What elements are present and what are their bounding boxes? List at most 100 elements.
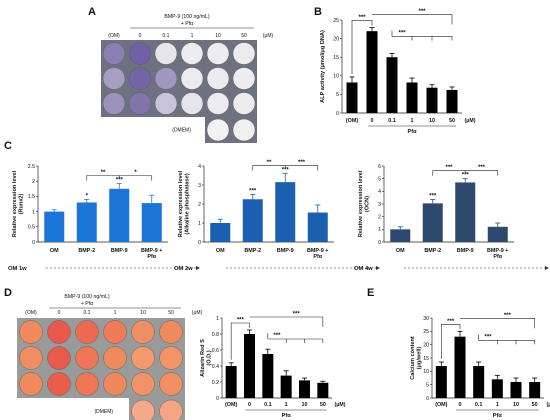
plate-well	[103, 372, 127, 396]
plate-well	[154, 92, 178, 115]
x-tick-label: BMP-9 + Pfα	[487, 248, 508, 260]
plate-well	[159, 346, 183, 370]
bar	[473, 366, 485, 398]
panel-letter-a: A	[88, 6, 96, 18]
y-tick-label: 0	[198, 240, 201, 246]
plate-well	[19, 372, 43, 396]
y-tick-label: 20	[423, 342, 429, 348]
plate-dmem-well	[159, 399, 183, 420]
sig-bracket	[249, 316, 324, 327]
x-tick-label: BMP-9 + Pfα	[307, 248, 328, 260]
sig-label: ***	[298, 160, 306, 166]
bar-mark: ***	[429, 194, 437, 200]
plate-well	[75, 320, 99, 344]
plate-col-label: 1	[191, 33, 194, 39]
y-tick-label: 1	[198, 221, 201, 227]
bar	[510, 382, 522, 398]
sig-bracket	[478, 334, 535, 345]
bar	[426, 87, 438, 113]
x-unit-label: (μM)	[465, 118, 476, 124]
plate-well	[180, 92, 204, 115]
panel-letter-d: D	[4, 287, 12, 299]
plate-well	[131, 346, 155, 370]
x-tick-label: OM	[396, 248, 405, 254]
x-tick-label: BMP-9	[111, 248, 128, 254]
x-axis-label: Pfα	[493, 413, 503, 419]
plate-well	[206, 92, 230, 115]
y-tick-label: 0	[336, 111, 339, 117]
y-tick-label: 25	[333, 18, 339, 24]
x-tick-label: BMP-2	[78, 248, 95, 254]
y-tick-label: 2	[32, 179, 35, 185]
bar	[390, 229, 411, 242]
bar	[299, 380, 310, 398]
bar	[307, 212, 328, 242]
x-tick-label: 0.1	[264, 402, 272, 408]
plate-unit-label: (μM)	[263, 33, 274, 39]
sig-label: ***	[484, 334, 492, 340]
bar	[44, 211, 65, 242]
y-tick-label: 0.6	[212, 348, 219, 354]
bar	[317, 382, 329, 398]
x-tick-label: (OM)	[435, 402, 447, 408]
bar	[406, 82, 418, 113]
bar	[76, 202, 97, 242]
y-tick-label: 1	[32, 209, 35, 215]
x-tick-label: BMP-9 + Pfα	[141, 248, 162, 260]
plate-dmem-well	[206, 118, 230, 142]
plate-header-d: BMP-9 (100 ng/mL)	[64, 294, 110, 300]
plate-well	[128, 67, 152, 90]
y-axis-label: Relative expression level(Runx2)	[12, 170, 24, 237]
time-label: OM 4w	[354, 266, 373, 272]
x-tick-label: 50	[449, 118, 455, 124]
plate-well	[102, 42, 126, 65]
plate-well	[128, 42, 152, 65]
sig-label: ***	[445, 165, 453, 171]
y-axis-label: ALP activity (μmol/μg DNA)	[320, 30, 326, 103]
y-tick-label: 3	[378, 202, 381, 208]
bar	[141, 203, 162, 242]
timeline-arrowhead	[196, 266, 200, 270]
plate-well	[75, 372, 99, 396]
x-axis-label: Pfα	[407, 129, 417, 135]
bar	[262, 354, 274, 398]
plate-header-a: BMP-9 (100 ng/mL)	[164, 14, 210, 20]
plate-well	[232, 67, 256, 90]
y-tick-label: 15	[423, 356, 429, 362]
x-tick-label: 1	[411, 118, 414, 124]
sig-bracket	[252, 165, 286, 171]
y-tick-label: 6	[378, 164, 381, 170]
panel-letter-b: B	[314, 6, 322, 18]
panel-letter-e: E	[367, 287, 375, 299]
x-tick-label: BMP-2	[244, 248, 261, 254]
plate-dmem-label: (DMEM)	[172, 128, 191, 134]
bar	[446, 89, 458, 113]
plate-well	[102, 92, 126, 115]
plate-body	[101, 40, 257, 117]
panel-letter-c: C	[4, 140, 12, 152]
x-tick-label: BMP-9	[457, 248, 474, 254]
timeline-arrowhead	[545, 266, 549, 270]
bar	[529, 382, 541, 398]
plate-dmem-well	[232, 118, 256, 142]
x-tick-label: OM	[216, 248, 225, 254]
plate-well	[75, 346, 99, 370]
plate-well	[180, 42, 204, 65]
plate-body	[17, 318, 185, 398]
plate-dmem-label: (DMEM)	[94, 409, 113, 415]
bar	[454, 336, 466, 398]
time-label: OM 1w	[8, 266, 27, 272]
x-tick-label: BMP-2	[424, 248, 441, 254]
bar-mark: ***	[282, 168, 290, 174]
y-axis-label: Alizarin Red S(O.D.)	[200, 339, 212, 377]
sig-bracket	[464, 170, 499, 176]
x-tick-label: 10	[513, 402, 519, 408]
sig-bracket	[230, 322, 250, 360]
plate-well	[19, 320, 43, 344]
x-unit-label: (μM)	[547, 402, 550, 408]
y-tick-label: 1	[378, 227, 381, 233]
chart-c3: 0 1 2 3 4 5 6 Relative expression level(OCN) OM *…	[354, 164, 514, 272]
bar-mark: ***	[249, 189, 257, 195]
sig-label: ***	[293, 312, 301, 318]
